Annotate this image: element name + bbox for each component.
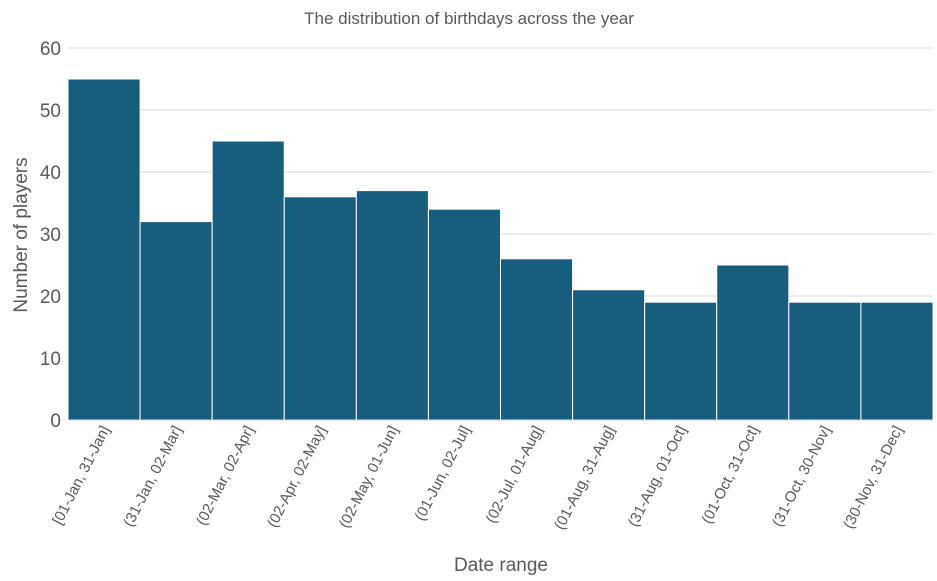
y-tick-label: 30 [40, 225, 61, 246]
x-tick-label: (02-Apr, 02-May] [264, 423, 330, 530]
histogram-bar [427, 208, 501, 421]
x-tick-label: (31-Jan, 02-Mar] [120, 423, 185, 530]
y-axis-label: Number of players [11, 157, 32, 312]
x-tick-label: (02-Mar, 02-Apr] [193, 423, 258, 528]
x-tick-label: (31-Oct, 30-Nov] [769, 423, 834, 530]
y-tick-label: 50 [40, 101, 61, 122]
histogram-bar [283, 196, 357, 421]
histogram-bar [67, 78, 141, 421]
chart-title: The distribution of birthdays across the… [304, 9, 634, 28]
y-tick-label: 20 [40, 287, 61, 308]
bars [67, 78, 934, 421]
x-axis-label: Date range [454, 555, 548, 576]
y-tick-label: 60 [40, 39, 61, 60]
x-tick-label: (02-Jul, 01-Aug] [483, 423, 547, 526]
y-tick-label: 10 [40, 349, 61, 370]
histogram-bar [211, 140, 285, 421]
histogram-bar [716, 264, 790, 421]
x-tick-label: (01-Aug, 31-Aug] [551, 423, 618, 533]
x-tick-label: (31-Aug, 01-Oct] [625, 423, 690, 530]
x-axis-ticks: [01-Jan, 31-Jan] (31-Jan, 02-Mar] (02-Mar,… [49, 423, 906, 533]
histogram-bar [500, 258, 574, 421]
histogram-bar [355, 190, 429, 421]
histogram-bar [572, 289, 646, 421]
y-tick-label: 0 [50, 411, 61, 432]
x-tick-label: (02-May, 01-Jun] [336, 423, 402, 531]
y-tick-label: 40 [40, 163, 61, 184]
x-tick-label: (01-Oct, 31-Oct] [698, 423, 762, 527]
histogram-bar [860, 301, 934, 421]
x-tick-label: (01-Jun, 02-Jul] [412, 423, 474, 524]
x-tick-label: (30-Nov, 31-Dec] [840, 423, 906, 531]
histogram-bar [139, 221, 213, 421]
y-axis-ticks: 0 10 20 30 40 50 60 [40, 39, 61, 432]
histogram-bar [644, 301, 718, 421]
histogram-bar [788, 301, 862, 421]
x-tick-label: [01-Jan, 31-Jan] [49, 423, 113, 527]
